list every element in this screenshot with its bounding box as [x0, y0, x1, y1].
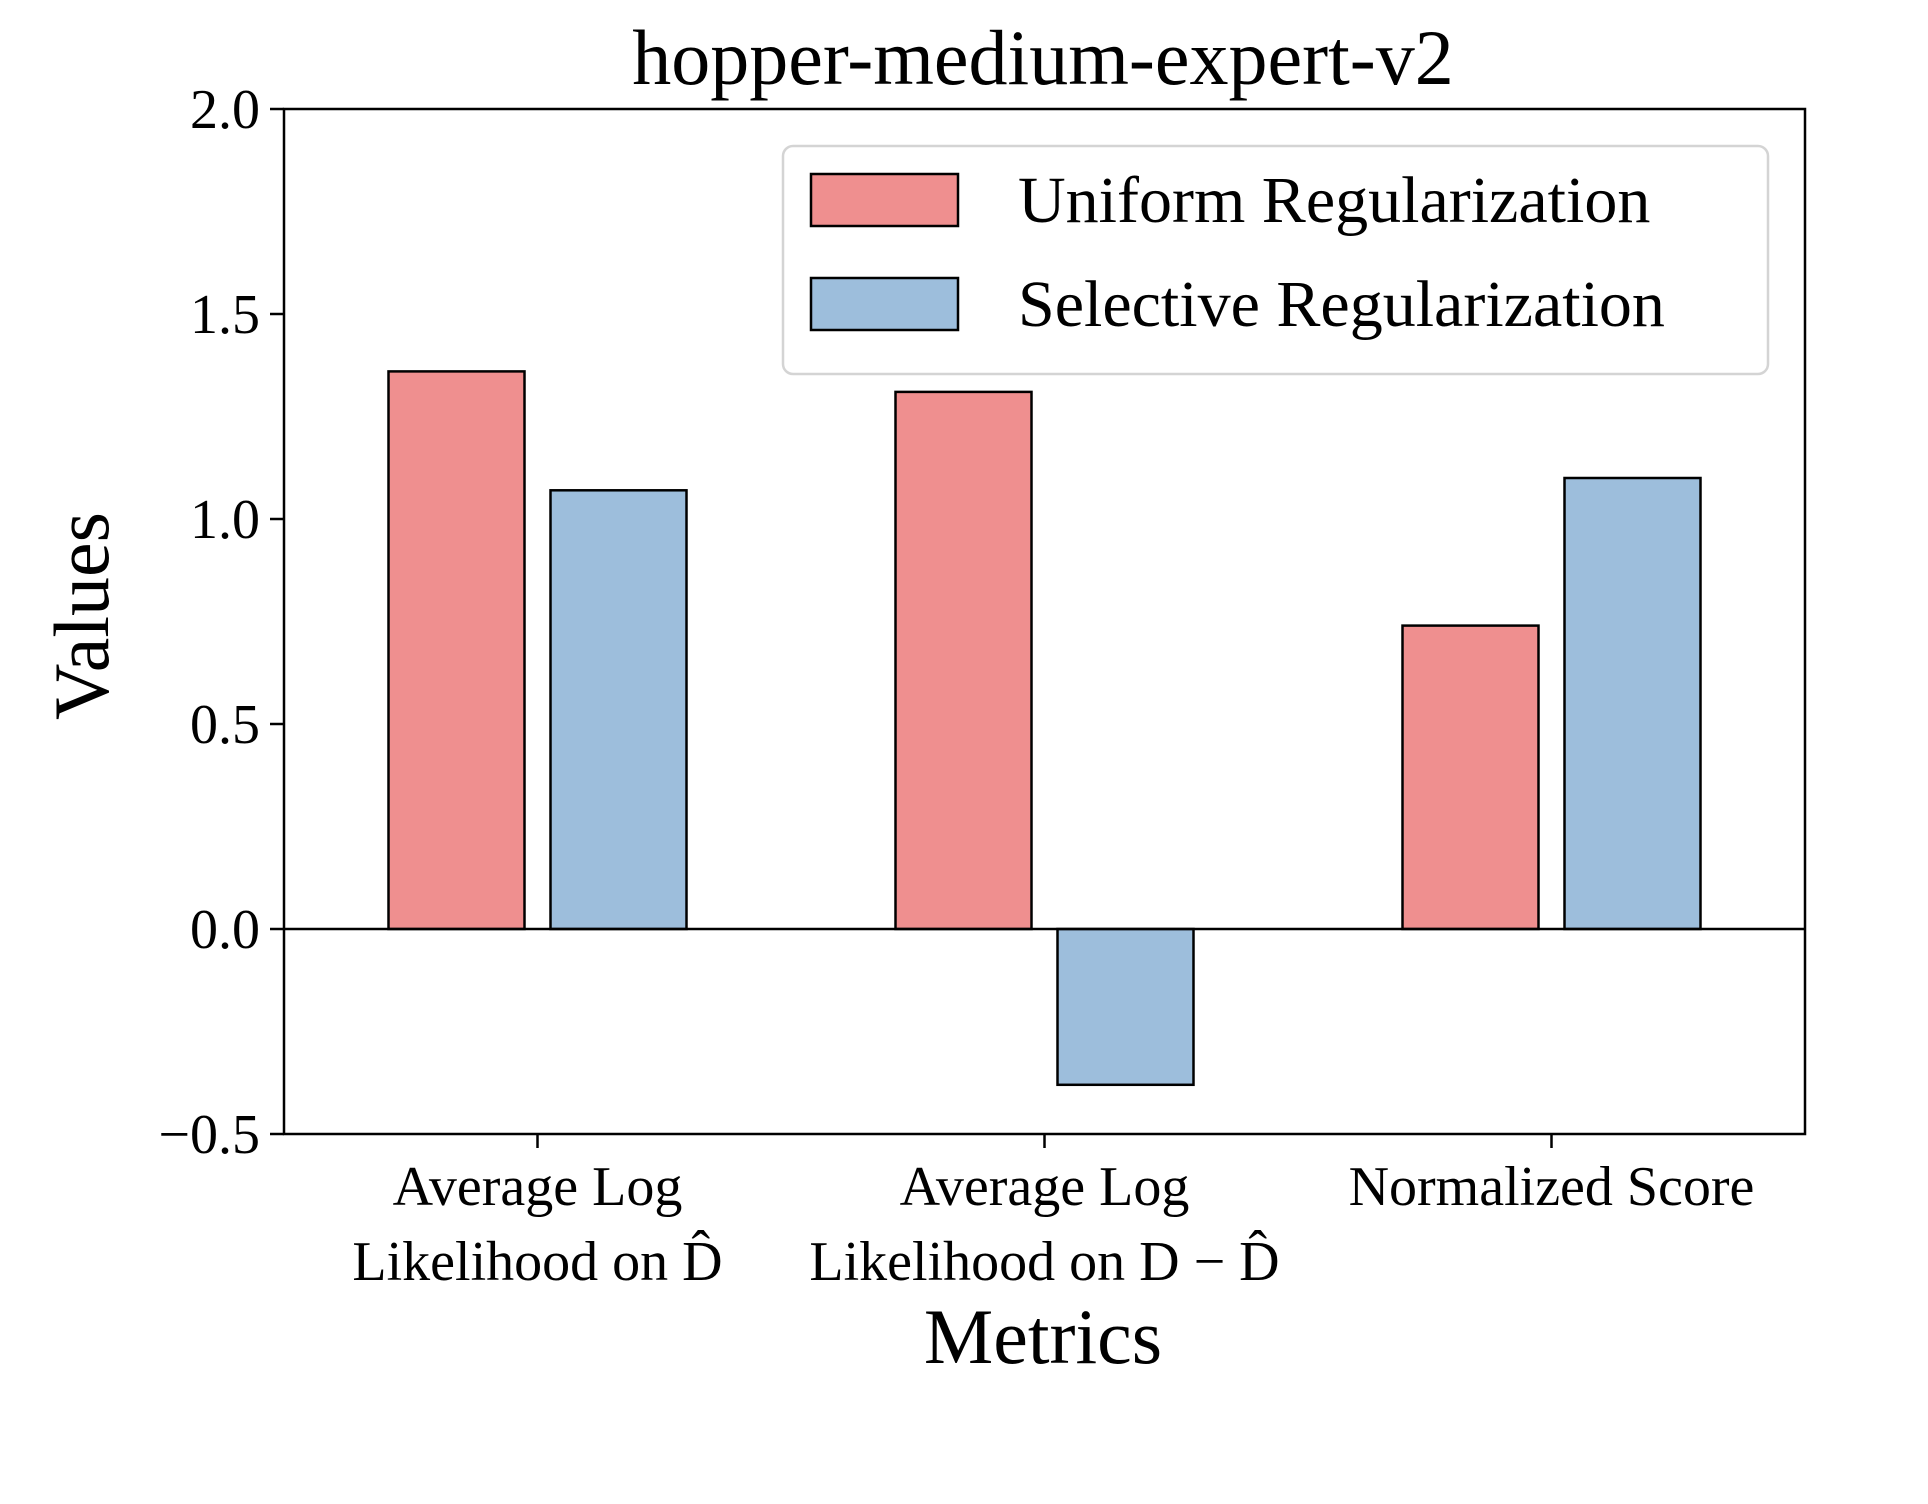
bar-selective-0 [549, 489, 688, 931]
y-axis-ticks: −0.5 0.0 0.5 1.0 1.5 2.0 [158, 79, 284, 1166]
legend: Uniform Regularization Selective Regulari… [781, 144, 1770, 376]
legend-label: Selective Regularization [1018, 268, 1665, 341]
y-tick-label: 2.0 [190, 79, 260, 141]
bars-layer [387, 370, 1702, 1087]
x-tick-label: Likelihood on D − D̂ [809, 1229, 1279, 1293]
legend-swatch [809, 276, 960, 332]
x-axis-ticks: Average Log Likelihood on D̂ Average Log Li… [352, 1134, 1754, 1293]
y-axis-title: Values [38, 512, 125, 720]
y-tick-label: 1.0 [190, 489, 260, 551]
bar-uniform-1 [894, 390, 1033, 931]
x-tick-label: Average Log [900, 1156, 1190, 1218]
bar-uniform-2 [1401, 624, 1540, 931]
y-tick-label: 0.0 [190, 899, 260, 961]
y-tick-label: −0.5 [158, 1104, 260, 1166]
legend-box [781, 144, 1770, 376]
legend-swatch [809, 172, 960, 228]
x-tick-label: Average Log [393, 1156, 683, 1218]
bar-uniform-0 [387, 370, 526, 931]
x-tick-label: Normalized Score [1349, 1156, 1755, 1218]
bar-selective-1 [1056, 927, 1195, 1087]
x-axis-title: Metrics [924, 1293, 1162, 1380]
legend-label: Uniform Regularization [1018, 164, 1650, 237]
y-tick-label: 1.5 [190, 284, 260, 346]
bar-selective-2 [1563, 476, 1702, 931]
x-tick-label: Likelihood on D̂ [352, 1229, 722, 1293]
chart-title: hopper-medium-expert-v2 [632, 14, 1453, 101]
y-tick-label: 0.5 [190, 694, 260, 756]
